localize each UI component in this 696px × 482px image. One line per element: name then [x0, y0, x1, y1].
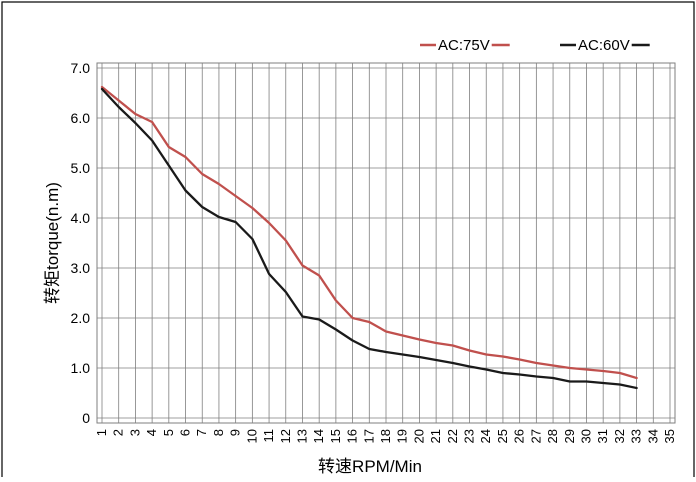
- x-tick-label: 31: [595, 429, 610, 443]
- x-tick-label: 4: [144, 429, 159, 436]
- x-tick-label: 21: [428, 429, 443, 443]
- x-tick-label: 23: [462, 429, 477, 443]
- y-tick-label: 4.0: [71, 210, 91, 226]
- x-tick-label: 29: [562, 429, 577, 443]
- x-tick-label: 14: [311, 429, 326, 443]
- x-tick-label: 10: [244, 429, 259, 443]
- x-tick-label: 13: [294, 429, 309, 443]
- x-tick-label: 19: [395, 429, 410, 443]
- x-tick-label: 17: [361, 429, 376, 443]
- legend-label: AC:60V: [578, 37, 630, 54]
- x-tick-label: 12: [278, 429, 293, 443]
- outer-frame: [2, 2, 694, 477]
- legend-item: AC:60V: [560, 37, 650, 54]
- x-tick-label: 5: [161, 429, 176, 436]
- legend: AC:75V AC:60V: [420, 37, 650, 54]
- y-tick-label: 2.0: [71, 310, 91, 326]
- x-tick-label: 1: [94, 429, 109, 436]
- x-tick-label: 26: [512, 429, 527, 443]
- y-tick-label: 7.0: [71, 60, 91, 76]
- x-tick-label: 6: [178, 429, 193, 436]
- x-tick-label: 20: [411, 429, 426, 443]
- y-tick-label: 6.0: [71, 110, 91, 126]
- y-axis-title: 转矩torque(n.m): [43, 182, 62, 304]
- x-tick-label: 27: [528, 429, 543, 443]
- y-tick-label: 0: [82, 410, 90, 426]
- y-tick-labels: 0 1.0 2.0 3.0 4.0 5.0 6.0 7.0: [71, 60, 91, 426]
- x-tick-label: 24: [478, 429, 493, 443]
- x-tick-label: 22: [445, 429, 460, 443]
- x-tick-label: 7: [194, 429, 209, 436]
- legend-label: AC:75V: [438, 37, 490, 54]
- x-tick-label: 25: [495, 429, 510, 443]
- x-tick-label: 18: [378, 429, 393, 443]
- x-tick-label: 8: [211, 429, 226, 436]
- x-tick-label: 30: [578, 429, 593, 443]
- x-tick-label: 28: [545, 429, 560, 443]
- x-tick-label: 32: [612, 429, 627, 443]
- x-tick-label: 3: [127, 429, 142, 436]
- x-tick-label: 11: [261, 429, 276, 443]
- x-tick-label: 33: [629, 429, 644, 443]
- x-tick-label: 16: [345, 429, 360, 443]
- x-tick-label: 15: [328, 429, 343, 443]
- y-tick-label: 5.0: [71, 160, 91, 176]
- legend-item: AC:75V: [420, 37, 510, 54]
- x-tick-label: 2: [111, 429, 126, 436]
- x-tick-label: 35: [662, 429, 677, 443]
- y-tick-label: 3.0: [71, 260, 91, 276]
- x-tick-label: 34: [645, 429, 660, 443]
- x-tick-label: 9: [228, 429, 243, 436]
- y-tick-label: 1.0: [71, 360, 91, 376]
- x-axis-title: 转速RPM/Min: [318, 457, 422, 476]
